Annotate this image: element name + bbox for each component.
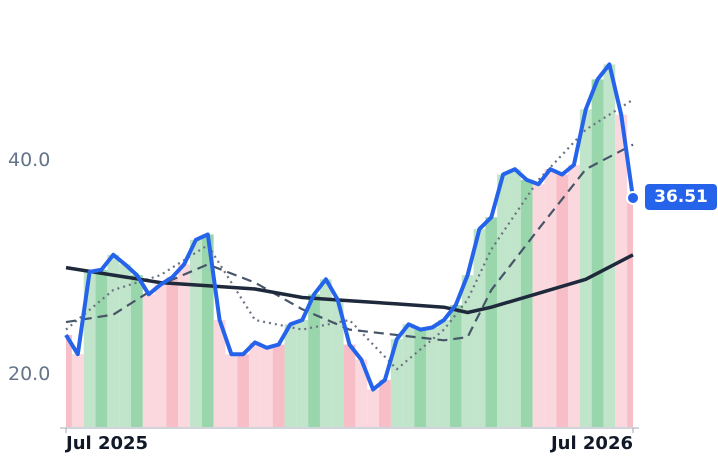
price-column	[402, 324, 415, 428]
x-tick-label: Jul 2026	[549, 433, 633, 454]
x-tick-label: Jul 2025	[64, 433, 148, 454]
price-column	[579, 109, 592, 429]
price-column	[260, 347, 273, 428]
y-tick-label: 20.0	[8, 363, 50, 385]
price-column	[154, 284, 167, 428]
price-column	[449, 305, 462, 428]
price-column	[520, 179, 533, 428]
price-column	[379, 379, 391, 428]
moving-average-line	[65, 98, 634, 371]
price-column	[331, 299, 344, 428]
price-column	[603, 64, 616, 428]
y-tick-label: 40.0	[8, 149, 50, 171]
price-column	[308, 294, 320, 428]
price-column	[225, 354, 238, 428]
price-column	[213, 319, 226, 428]
price-column	[107, 254, 120, 428]
price-column	[66, 334, 72, 428]
price-line	[64, 62, 635, 392]
price-column	[426, 327, 439, 428]
price-column	[497, 174, 509, 428]
price-column	[201, 234, 214, 428]
price-column	[190, 239, 202, 428]
price-column	[414, 329, 427, 428]
price-column	[544, 169, 557, 428]
price-column	[615, 114, 628, 429]
price-column	[284, 324, 297, 428]
price-column	[591, 79, 604, 428]
price-column	[319, 279, 332, 428]
value-badge	[645, 183, 717, 210]
price-column	[367, 389, 380, 428]
price-column	[95, 269, 108, 428]
price-column	[272, 344, 285, 428]
price-column	[485, 217, 498, 428]
price-column	[237, 354, 250, 428]
price-column	[532, 184, 545, 428]
price-column	[142, 294, 155, 428]
price-column	[249, 342, 261, 428]
price-column	[130, 275, 143, 428]
last-point	[626, 190, 640, 205]
price-column	[627, 197, 633, 428]
price-column	[166, 277, 179, 428]
price-column	[296, 319, 309, 428]
price-column	[473, 229, 486, 428]
price-column	[355, 359, 368, 428]
moving-average-line	[65, 253, 634, 315]
price-column	[461, 275, 474, 428]
price-column	[568, 164, 580, 428]
price-column	[343, 344, 356, 428]
price-column	[119, 264, 131, 428]
price-column	[438, 319, 450, 428]
price-column	[390, 339, 403, 428]
price-column	[71, 354, 84, 428]
price-column	[178, 264, 191, 428]
price-column	[556, 174, 569, 428]
value-label: 36.51	[654, 187, 708, 207]
price-column	[83, 271, 96, 428]
